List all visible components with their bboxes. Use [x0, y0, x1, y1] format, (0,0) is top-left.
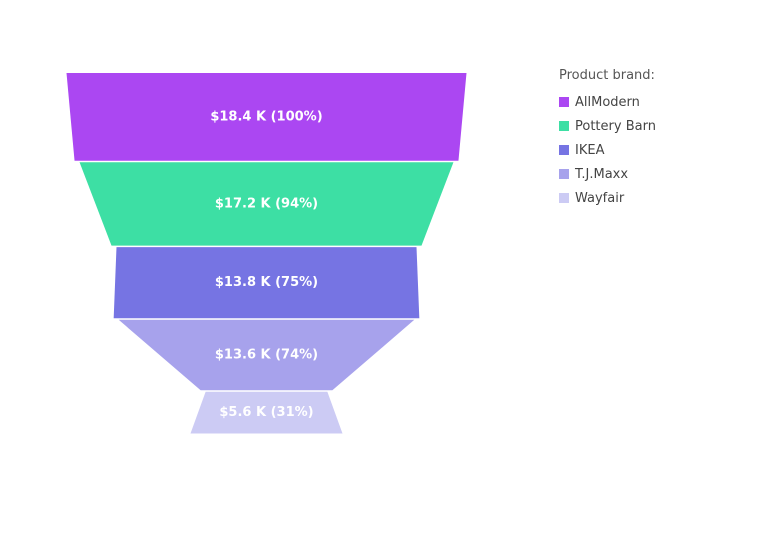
legend-label: Wayfair — [575, 190, 625, 206]
legend-item[interactable]: IKEA — [559, 138, 656, 162]
legend-label: T.J.Maxx — [575, 166, 629, 182]
legend-item[interactable]: T.J.Maxx — [559, 162, 656, 186]
funnel-segment-t-j-maxx — [118, 319, 415, 391]
legend-swatch — [559, 121, 569, 131]
legend-label: IKEA — [575, 142, 605, 158]
legend-swatch — [559, 193, 569, 203]
legend: Product brand: AllModern Pottery Barn IKEA… — [559, 68, 656, 210]
legend-label: AllModern — [575, 94, 640, 110]
funnel-value-label: $5.6 K (31%) — [219, 405, 313, 420]
legend-item[interactable]: Wayfair — [559, 186, 656, 210]
funnel-segment-pottery-barn — [79, 162, 454, 246]
funnel-segment-allmodern — [66, 73, 467, 161]
legend-item[interactable]: Pottery Barn — [559, 114, 656, 138]
legend-swatch — [559, 145, 569, 155]
legend-title: Product brand: — [559, 68, 655, 83]
legend-swatch — [559, 169, 569, 179]
funnel-value-label: $18.4 K (100%) — [210, 109, 322, 124]
funnel-value-label: $17.2 K (94%) — [215, 196, 318, 211]
funnel-value-label: $13.8 K (75%) — [215, 275, 318, 290]
funnel-value-label: $13.6 K (74%) — [215, 348, 318, 363]
funnel-segment-ikea — [113, 247, 420, 319]
legend-swatch — [559, 97, 569, 107]
funnel-segment-wayfair — [190, 391, 343, 434]
legend-item[interactable]: AllModern — [559, 90, 656, 114]
legend-label: Pottery Barn — [575, 118, 656, 134]
